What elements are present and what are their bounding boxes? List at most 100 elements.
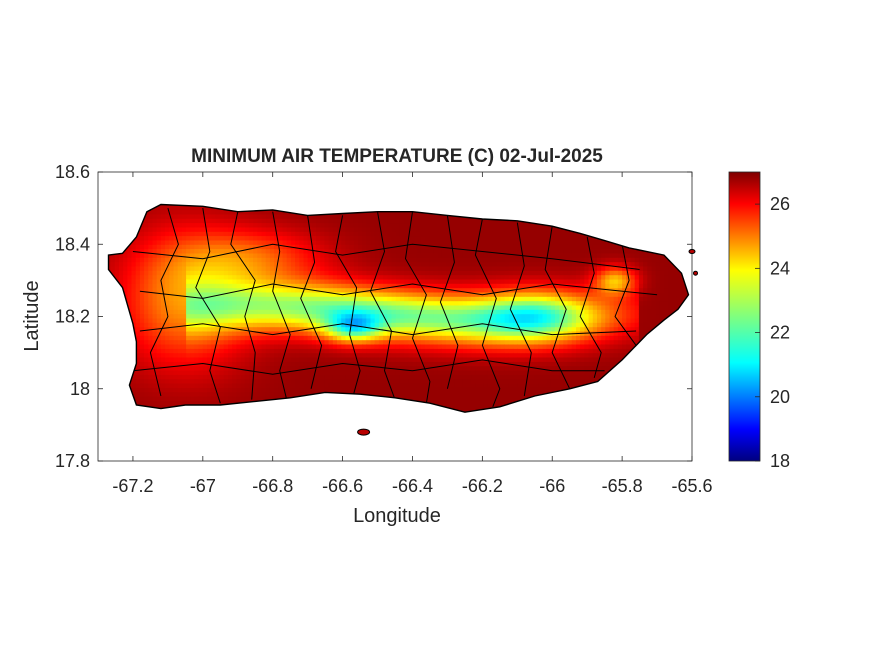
field-cell (278, 252, 284, 258)
field-cell (496, 309, 502, 315)
field-cell (370, 261, 376, 267)
field-cell (441, 304, 447, 310)
field-cell (462, 235, 468, 241)
field-cell (311, 226, 317, 232)
field-cell (135, 257, 141, 263)
field-cell (139, 252, 145, 258)
field-cell (483, 257, 489, 263)
field-cell (337, 257, 342, 263)
field-cell (496, 257, 502, 263)
field-cell (286, 344, 292, 349)
field-cell (316, 387, 321, 393)
field-cell (320, 235, 325, 241)
field-cell (160, 344, 166, 349)
field-cell (366, 352, 372, 358)
field-cell (311, 313, 317, 319)
field-cell (320, 352, 325, 358)
field-cell (152, 387, 158, 393)
field-cell (265, 278, 271, 284)
field-cell (450, 357, 455, 362)
field-cell (416, 348, 422, 354)
field-cell (467, 378, 472, 384)
field-cell (500, 287, 506, 293)
field-cell (420, 257, 426, 263)
field-cell (282, 287, 288, 293)
field-cell (353, 335, 359, 341)
field-cell (177, 357, 183, 362)
field-cell (370, 278, 376, 284)
field-cell (378, 252, 384, 258)
field-cell (358, 339, 363, 345)
field-cell (244, 330, 250, 336)
field-cell (374, 391, 380, 397)
field-cell (228, 209, 233, 215)
field-cell (236, 291, 242, 297)
field-cell (412, 226, 418, 232)
field-cell (248, 317, 254, 323)
field-cell (416, 257, 422, 263)
field-cell (248, 222, 254, 228)
field-cell (316, 309, 321, 315)
field-cell (236, 348, 242, 354)
field-cell (378, 291, 384, 297)
field-cell (223, 291, 229, 297)
field-cell (286, 370, 292, 375)
field-cell (475, 304, 481, 310)
field-cell (186, 361, 191, 367)
field-cell (366, 335, 372, 341)
field-cell (244, 317, 250, 323)
field-cell (299, 330, 305, 336)
field-cell (496, 244, 502, 250)
field-cell (316, 374, 321, 380)
field-cell (278, 265, 284, 271)
field-cell (181, 387, 187, 393)
field-cell (370, 270, 376, 276)
field-cell (219, 218, 225, 224)
field-cell (450, 370, 455, 375)
field-cell (404, 300, 409, 306)
field-cell (202, 244, 208, 250)
field-cell (248, 231, 254, 237)
field-cell (391, 270, 397, 276)
field-cell (211, 396, 216, 401)
field-cell (236, 226, 242, 232)
field-cell (198, 296, 204, 302)
field-cell (139, 278, 145, 284)
field-cell (408, 278, 414, 284)
field-cell (265, 387, 271, 393)
field-cell (181, 278, 187, 284)
field-cell (320, 313, 325, 319)
field-cell (500, 274, 506, 280)
field-cell (248, 209, 254, 215)
field-cell (454, 226, 460, 232)
field-cell (425, 265, 430, 271)
field-cell (383, 322, 388, 328)
field-cell (215, 283, 221, 289)
field-cell (467, 352, 472, 358)
field-cell (341, 309, 346, 315)
field-cell (290, 348, 296, 354)
field-cell (349, 309, 355, 315)
field-cell (236, 378, 242, 384)
field-cell (148, 239, 154, 245)
field-cell (420, 274, 426, 280)
field-cell (139, 274, 145, 280)
field-cell (328, 357, 334, 362)
field-cell (391, 387, 397, 393)
field-cell (345, 231, 351, 237)
field-cell (366, 265, 372, 271)
field-cell (228, 270, 233, 276)
field-cell (223, 317, 229, 323)
field-cell (219, 283, 225, 289)
field-cell (471, 357, 476, 362)
field-cell (253, 270, 258, 276)
field-cell (487, 352, 493, 358)
field-cell (454, 300, 460, 306)
field-cell (177, 396, 183, 401)
field-cell (148, 226, 154, 232)
field-cell (244, 326, 250, 332)
field-cell (248, 357, 254, 362)
field-cell (211, 274, 216, 280)
field-cell (337, 357, 342, 362)
field-cell (475, 274, 481, 280)
